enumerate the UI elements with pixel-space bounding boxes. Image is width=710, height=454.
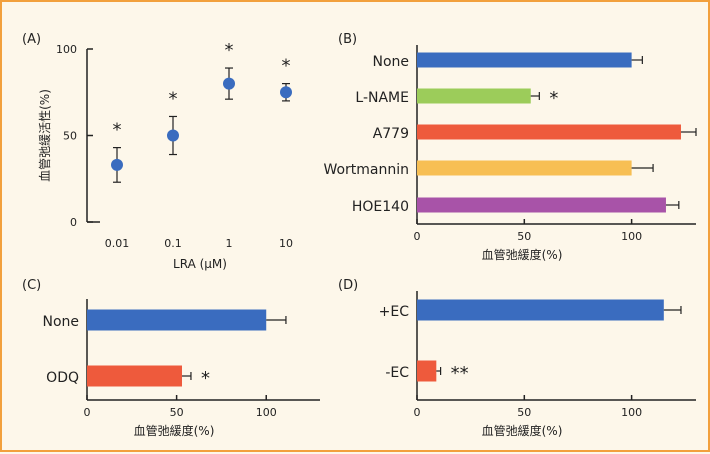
- bar-b: [417, 124, 681, 140]
- x-tick-label-d: 100: [621, 406, 642, 419]
- significance-mark-a: *: [282, 56, 291, 77]
- x-axis-label-c: 血管弛緩度(%): [134, 423, 215, 438]
- data-point-a: [280, 86, 292, 99]
- data-point-a: [111, 158, 123, 171]
- category-label-b: L-NAME: [355, 90, 409, 106]
- bar-b: [417, 52, 632, 68]
- significance-mark-a: *: [225, 40, 234, 61]
- x-tick-label-b: 50: [517, 230, 531, 243]
- x-tick-label-a: 1: [226, 237, 233, 250]
- x-tick-label-a: 10: [279, 237, 293, 250]
- x-axis-label-d: 血管弛緩度(%): [482, 423, 563, 438]
- x-tick-label-c: 0: [84, 406, 91, 419]
- y-axis-label-a: 血管弛緩活性(%): [37, 89, 52, 182]
- panel-label-d: (D): [338, 278, 358, 293]
- bar-b: [417, 160, 632, 176]
- category-label-b: HOE140: [352, 199, 409, 215]
- bar-b: [417, 88, 531, 104]
- y-tick-label-a: 50: [63, 130, 77, 143]
- bar-c: [87, 365, 182, 387]
- x-tick-label-a: 0.01: [105, 237, 130, 250]
- bar-d: [417, 360, 437, 382]
- category-label-c: ODQ: [46, 370, 79, 386]
- y-tick-label-a: 0: [70, 216, 77, 229]
- significance-mark-c: *: [201, 368, 210, 389]
- bar-c: [87, 309, 267, 331]
- x-axis-label-a: LRA (μM): [173, 257, 227, 271]
- significance-mark-a: *: [113, 120, 122, 141]
- x-tick-label-c: 50: [170, 406, 184, 419]
- category-label-b: None: [372, 54, 409, 70]
- panel-label-a: (A): [22, 32, 41, 47]
- category-label-b: A779: [373, 126, 409, 142]
- panel-label-b: (B): [338, 32, 357, 47]
- x-tick-label-b: 0: [414, 230, 421, 243]
- x-tick-label-d: 0: [414, 406, 421, 419]
- bar-d: [417, 299, 664, 321]
- x-tick-label-c: 100: [256, 406, 277, 419]
- significance-mark-b: *: [549, 88, 558, 109]
- category-label-d: +EC: [379, 304, 410, 320]
- data-point-a: [223, 77, 235, 90]
- x-tick-label-a: 0.1: [164, 237, 182, 250]
- data-point-a: [167, 129, 179, 142]
- x-tick-label-b: 100: [621, 230, 642, 243]
- significance-mark-a: *: [169, 88, 178, 109]
- y-tick-label-a: 100: [56, 43, 77, 56]
- category-label-b: Wortmannin: [323, 162, 409, 178]
- panel-label-c: (C): [22, 278, 41, 293]
- bar-b: [417, 197, 666, 213]
- category-label-c: None: [42, 314, 79, 330]
- x-axis-label-b: 血管弛緩度(%): [482, 247, 563, 262]
- category-label-d: -EC: [385, 365, 409, 381]
- x-tick-label-d: 50: [517, 406, 531, 419]
- significance-mark-d: **: [451, 363, 469, 384]
